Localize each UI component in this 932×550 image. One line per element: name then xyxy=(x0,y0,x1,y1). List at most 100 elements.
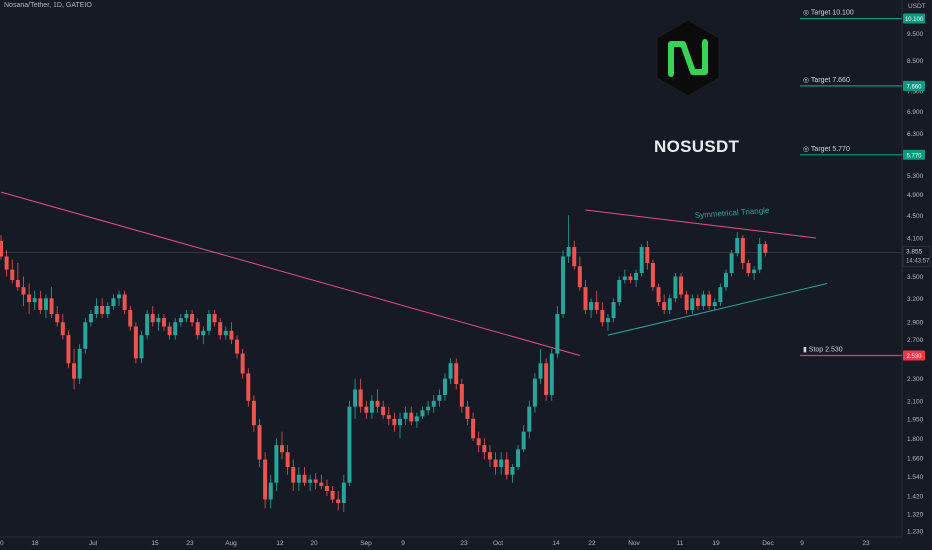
triangle-lower-trendline[interactable] xyxy=(607,283,828,336)
candle-body xyxy=(437,395,442,401)
candle xyxy=(414,412,419,428)
long-resistance-trendline[interactable] xyxy=(0,191,580,356)
candle xyxy=(611,298,616,323)
target-level-label: ◎ Target 7.660 xyxy=(803,77,850,84)
candle xyxy=(302,466,307,486)
candle-body xyxy=(257,425,262,460)
candle-body xyxy=(476,438,481,446)
candle-body xyxy=(420,410,425,417)
candle-body xyxy=(43,298,48,310)
candle-body xyxy=(201,330,206,336)
candle-body xyxy=(173,322,178,336)
price-tick-label: 2.100 xyxy=(907,398,924,405)
candle xyxy=(392,412,397,432)
candle-body xyxy=(161,318,166,327)
time-tick-label: Jul xyxy=(89,540,98,547)
candle xyxy=(381,400,386,419)
candle xyxy=(268,474,273,509)
candle-body xyxy=(10,269,15,280)
time-tick-label: Sep xyxy=(360,540,372,547)
candle-body xyxy=(617,279,622,303)
candle xyxy=(656,283,661,307)
candle-body xyxy=(218,322,223,336)
candle-body xyxy=(454,363,459,385)
time-tick-label: 12 xyxy=(276,540,284,547)
candle xyxy=(88,309,93,327)
candle-body xyxy=(111,298,116,307)
candle xyxy=(55,306,60,327)
candle-body xyxy=(381,406,386,416)
candle xyxy=(10,259,15,284)
candle xyxy=(195,318,200,340)
candle-body xyxy=(740,237,745,263)
candle xyxy=(493,452,498,475)
price-tick-label: 6.900 xyxy=(907,109,924,116)
candle xyxy=(358,378,363,413)
price-tick-label: 2.700 xyxy=(907,337,924,344)
candle-body xyxy=(195,322,200,336)
stop-level-label: ▮ Stop 2.530 xyxy=(803,346,843,353)
triangle-upper-trendline[interactable] xyxy=(585,209,816,239)
candle-body xyxy=(128,309,133,327)
candle-body xyxy=(634,273,639,280)
candle-body xyxy=(32,298,37,303)
candle xyxy=(723,269,728,291)
candle xyxy=(549,348,554,401)
candle-body xyxy=(763,243,768,253)
candle-body xyxy=(532,378,537,407)
candle xyxy=(263,452,268,509)
candle-body xyxy=(549,353,554,396)
candle xyxy=(156,313,161,331)
candle-body xyxy=(190,313,195,323)
candle xyxy=(605,313,610,331)
time-tick-label: 9 xyxy=(401,540,405,547)
candle-body xyxy=(645,247,650,263)
candle-body xyxy=(178,318,183,323)
candle xyxy=(178,313,183,327)
candle xyxy=(324,479,329,497)
candle-body xyxy=(100,306,105,314)
stop-price-tag xyxy=(903,350,925,361)
candle xyxy=(487,445,492,467)
candle-body xyxy=(38,298,43,310)
candle-body xyxy=(684,294,689,310)
candle-body xyxy=(223,330,228,336)
candle-body xyxy=(212,313,217,323)
price-tick-label: 1.800 xyxy=(907,436,924,443)
candle-body xyxy=(679,276,684,295)
price-tick-label: 2.900 xyxy=(907,320,924,327)
candle xyxy=(72,348,77,390)
price-tick-label: 1.540 xyxy=(907,474,924,481)
candle-body xyxy=(268,482,273,500)
target-price-tag-label: 5.770 xyxy=(906,153,922,159)
candle-body xyxy=(459,384,464,407)
time-tick-label: 0 xyxy=(0,540,4,547)
candle-body xyxy=(117,294,122,299)
candle-body xyxy=(139,335,144,359)
time-tick-label: Dec xyxy=(762,540,774,547)
candle xyxy=(577,256,582,291)
candle-body xyxy=(527,406,532,432)
current-price-label: 3.855 xyxy=(906,249,923,256)
candle-body xyxy=(274,445,279,483)
target-level-label: ◎ Target 5.770 xyxy=(803,146,850,153)
time-tick-label: 15 xyxy=(151,540,159,547)
time-tick-label: 18 xyxy=(31,540,39,547)
candle-body xyxy=(718,287,723,303)
candle xyxy=(375,389,380,413)
candle xyxy=(718,283,723,307)
symbol-title: Nosana/Tether, 1D, GATEIO xyxy=(4,2,92,9)
candle xyxy=(690,294,695,314)
candle-body xyxy=(330,490,335,500)
candle xyxy=(32,290,37,310)
candle xyxy=(735,232,740,257)
candle-body xyxy=(66,335,71,364)
candle xyxy=(313,473,318,490)
candle-body xyxy=(448,363,453,379)
candle xyxy=(594,290,599,314)
candle xyxy=(555,306,560,359)
candle xyxy=(538,348,543,385)
candle xyxy=(251,395,256,432)
price-tick-label: 1.420 xyxy=(907,494,924,501)
